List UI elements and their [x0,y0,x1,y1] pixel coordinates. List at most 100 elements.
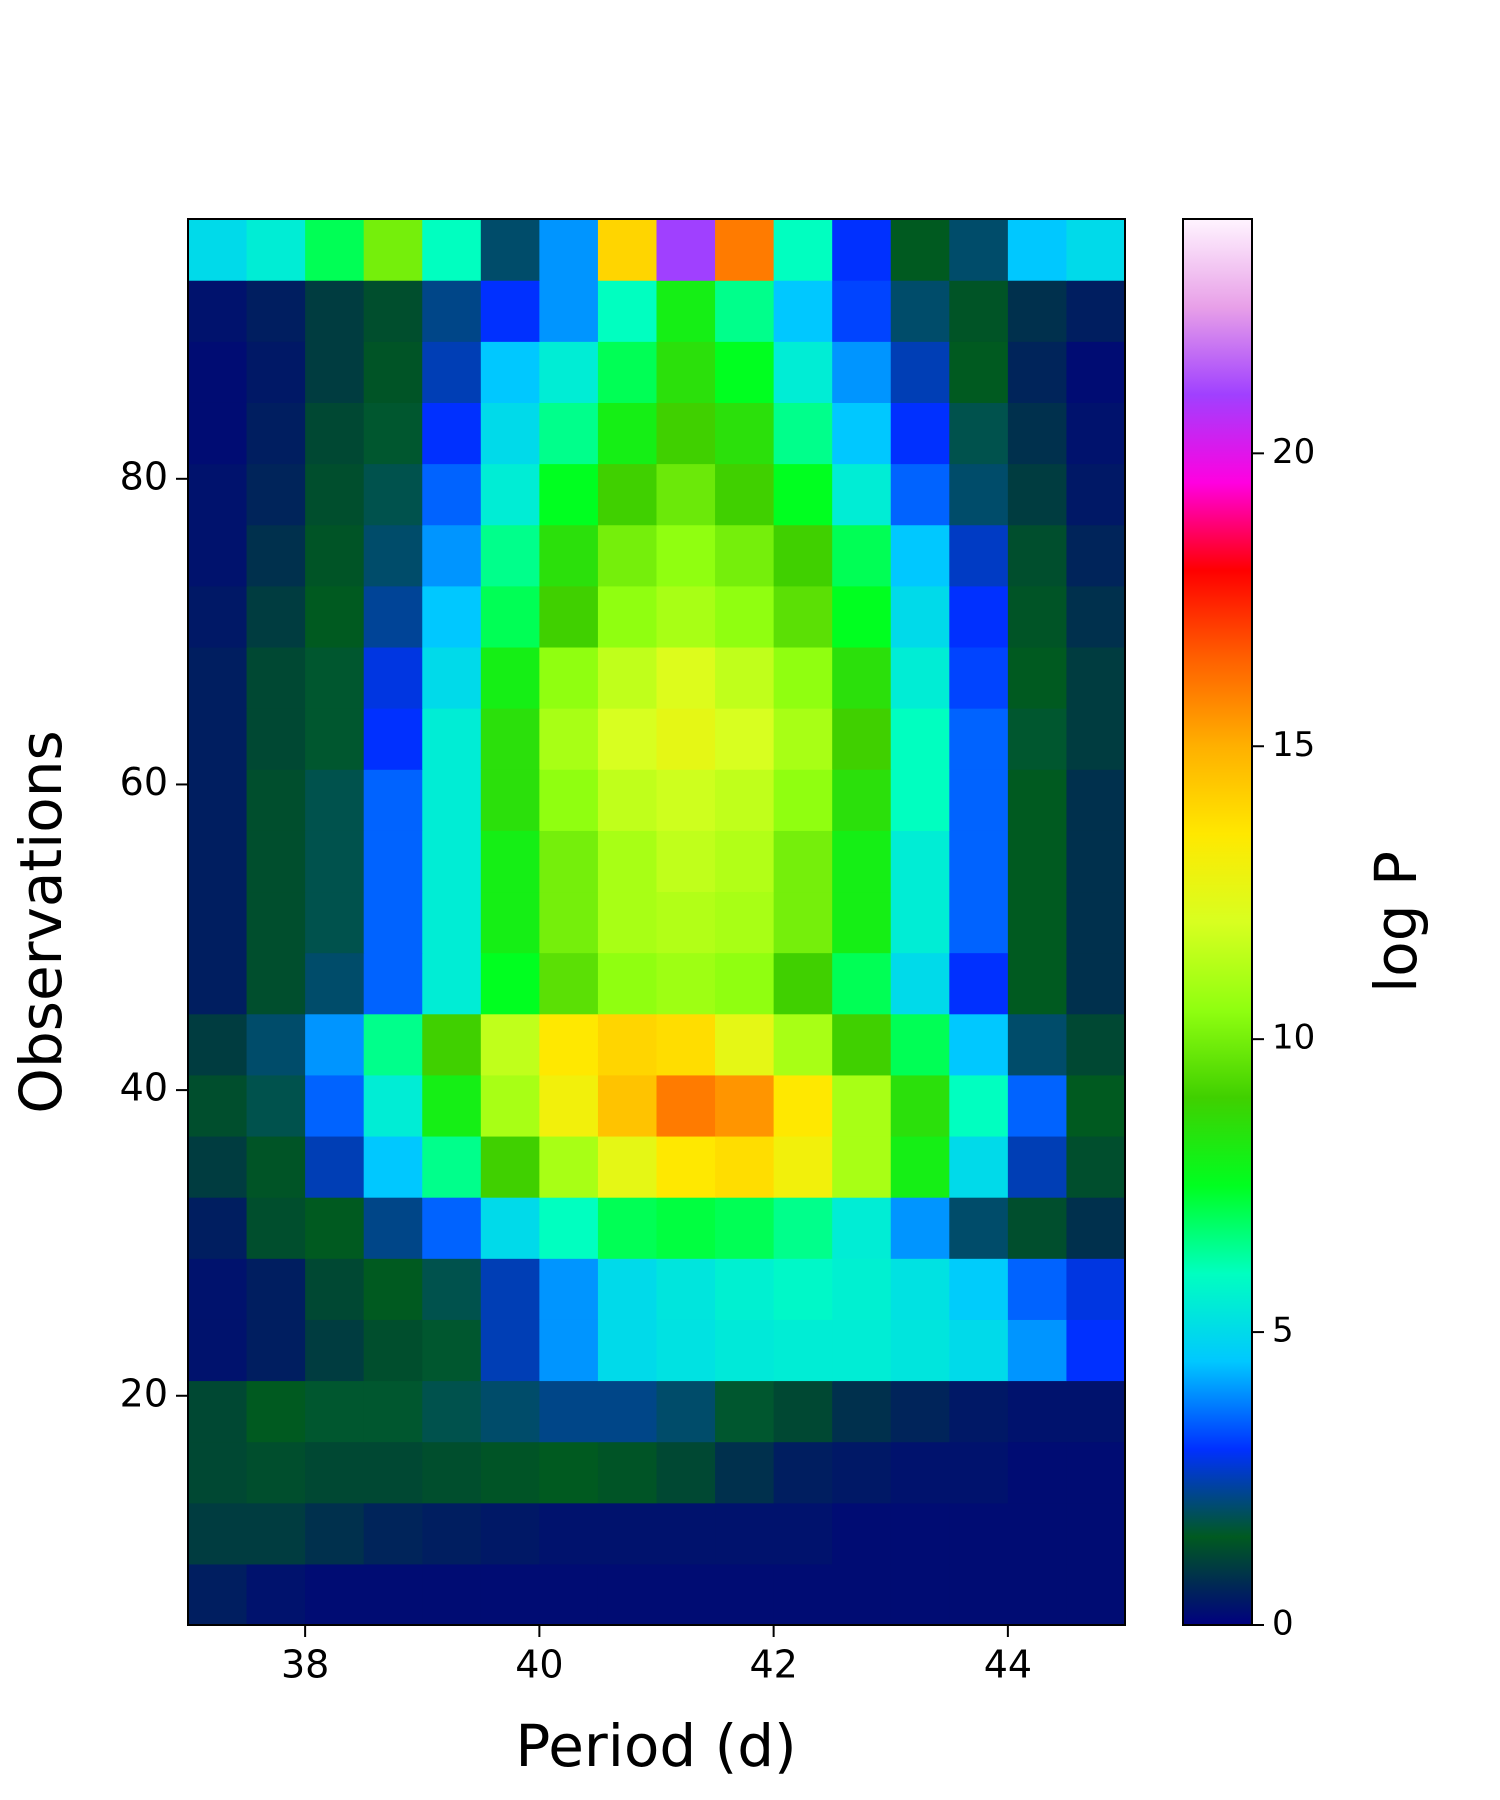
heatmap-cell [188,646,248,709]
heatmap-cell [480,1319,540,1382]
heatmap-cell [832,1319,892,1382]
heatmap-cell [422,1441,482,1504]
heatmap-cell [773,769,833,831]
heatmap-cell [890,1502,950,1565]
heatmap-cell [188,830,248,893]
heatmap-cell [715,1563,775,1626]
heatmap-cell [422,1319,482,1382]
heatmap-cell [246,1502,306,1565]
colorbar-tick-label: 10 [1272,1018,1315,1058]
heatmap-cell [422,952,482,1015]
heatmap-cell [832,1135,892,1198]
heatmap-cell [539,341,599,403]
heatmap-cell [480,1441,540,1504]
heatmap-cell [715,769,775,831]
colorbar-label: log P [1362,851,1430,993]
heatmap-cell [1066,708,1126,770]
heatmap-cell [656,463,716,526]
heatmap-cell [597,646,658,709]
heatmap-cell [656,708,716,770]
heatmap-cell [832,1563,892,1626]
heatmap-cell [597,1197,658,1259]
heatmap-cell [949,1074,1009,1137]
heatmap-cell [305,1502,365,1565]
x-axis-label: Period (d) [515,1712,796,1780]
heatmap-cell [363,1563,423,1626]
heatmap-cell [949,1013,1009,1076]
heatmap-cell [363,1441,423,1504]
axes-frame [187,218,1126,1626]
heatmap-cell [1066,1074,1126,1137]
heatmap-cell [246,1135,306,1198]
heatmap-cell [715,219,775,281]
heatmap-cell [480,1258,540,1320]
heatmap-cell [890,1197,950,1259]
heatmap-cell [188,1563,248,1626]
heatmap-cell [832,1441,892,1504]
heatmap-cell [539,280,599,342]
heatmap-cell [832,402,892,465]
heatmap-cell [832,219,892,281]
heatmap-cell [480,646,540,709]
heatmap-cell [480,952,540,1015]
heatmap-cell [1007,1074,1068,1137]
heatmap-cell [246,1441,306,1504]
heatmap-cell [890,463,950,526]
heatmap-cell [1007,280,1068,342]
heatmap-cell [832,341,892,403]
heatmap-cell [597,708,658,770]
heatmap-cell [1066,1441,1126,1504]
heatmap-cell [422,524,482,587]
heatmap-cell [656,952,716,1015]
heatmap-cell [188,1319,248,1382]
heatmap-cell [246,402,306,465]
heatmap-cell [1007,1013,1068,1076]
heatmap-cell [1066,1319,1126,1382]
heatmap-cell [422,280,482,342]
heatmap-cell [890,830,950,893]
heatmap-cell [949,341,1009,403]
heatmap-cell [773,341,833,403]
heatmap-cell [949,1135,1009,1198]
x-tick-label: 40 [515,1643,563,1687]
heatmap-cell [949,891,1009,954]
heatmap-cell [656,1502,716,1565]
heatmap-cell [539,524,599,587]
heatmap-cell [597,1135,658,1198]
heatmap-cell [305,1563,365,1626]
heatmap-cell [539,1258,599,1320]
heatmap-cell [305,1135,365,1198]
heatmap-cell [539,463,599,526]
colorbar-tick-label: 0 [1272,1604,1294,1644]
heatmap-cell [773,646,833,709]
heatmap-cell [246,1563,306,1626]
heatmap-cell [597,1319,658,1382]
heatmap-cell [890,952,950,1015]
heatmap-cell [480,830,540,893]
heatmap-cell [890,1258,950,1320]
heatmap-cell [539,1074,599,1137]
heatmap-cell [539,1441,599,1504]
x-tick-label: 42 [749,1643,797,1687]
heatmap-cell [305,341,365,403]
heatmap-cell [715,1258,775,1320]
heatmap-cell [305,585,365,648]
heatmap-cell [188,524,248,587]
heatmap-cell [422,219,482,281]
heatmap-cell [949,830,1009,893]
y-tick-label: 40 [120,1066,168,1110]
heatmap-cell [597,891,658,954]
heatmap-cell [773,219,833,281]
heatmap-cell [1066,463,1126,526]
heatmap-cell [188,402,248,465]
heatmap-cell [832,891,892,954]
heatmap-cell [832,769,892,831]
heatmap-cell [773,463,833,526]
colorbar [1182,218,1253,1626]
heatmap-cell [832,1013,892,1076]
heatmap-cell [1007,708,1068,770]
heatmap-cell [422,402,482,465]
heatmap-cell [656,585,716,648]
heatmap-cell [480,341,540,403]
heatmap-cell [363,341,423,403]
